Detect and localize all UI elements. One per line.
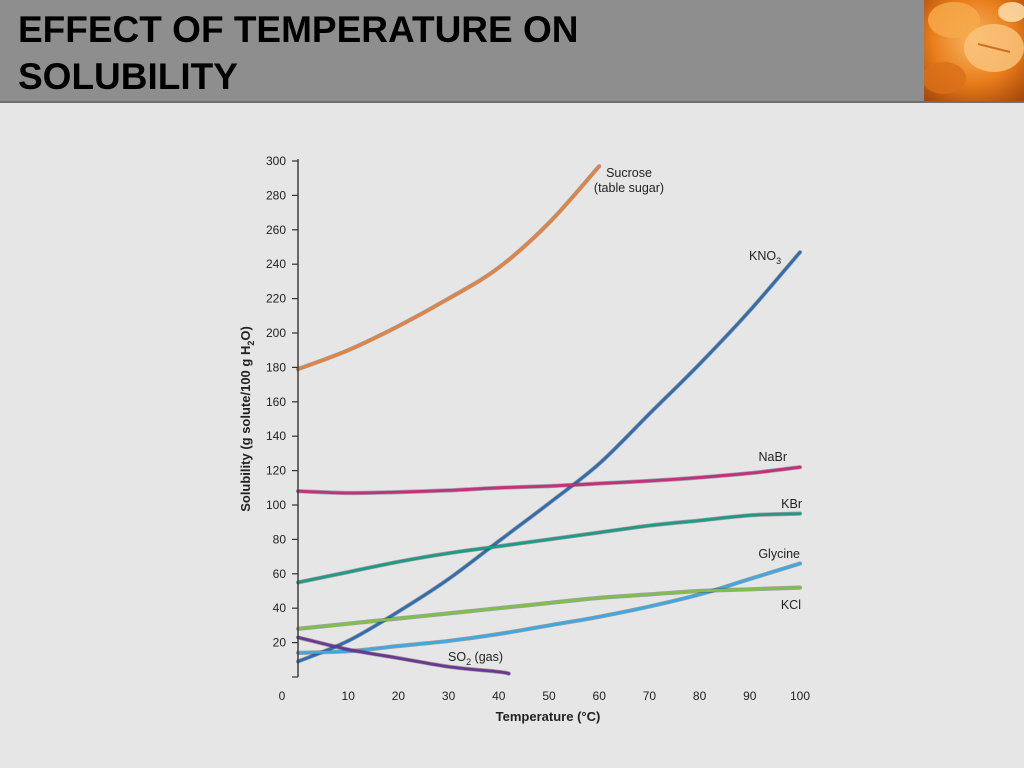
x-tick-label: 0	[279, 689, 286, 703]
x-ticks: 0 10 20 30 40 50 60 70 80 90 100	[279, 689, 811, 703]
x-tick-label: 30	[442, 689, 456, 703]
series-line-outline-glycine	[295, 561, 803, 655]
slide-title-line-1: EFFECT OF TEMPERATURE ON	[18, 9, 579, 50]
y-axis-title: Solubility (g solute/100 g H2O)	[238, 326, 256, 512]
plot-lines	[295, 164, 803, 676]
y-ticks: 20 40 60 80 100 120 140 160 180 200 220 240 260 280 30…	[266, 154, 298, 678]
series-line-kno3	[296, 250, 802, 663]
series-line-outline-kcl	[295, 585, 803, 631]
series-line-outline-kno3	[295, 250, 803, 664]
x-tick-label: 90	[743, 689, 757, 703]
series-label-kbr: KBr	[781, 497, 802, 511]
slide-title: EFFECT OF TEMPERATURE ON SOLUBILITY	[18, 6, 898, 100]
y-tick-label: 80	[273, 532, 287, 546]
y-tick-label: 280	[266, 188, 286, 202]
series-line-outline-sucrose-table-sugar	[295, 164, 602, 372]
series-labels: Sucrose (table sugar) KNO3 NaBr KBr Glycine KC…	[448, 166, 802, 667]
y-tick-label: 140	[266, 429, 286, 443]
x-tick-label: 10	[342, 689, 356, 703]
slide-title-line-2: SOLUBILITY	[18, 56, 238, 97]
x-tick-label: 80	[693, 689, 707, 703]
series-line-kbr	[296, 512, 802, 584]
series-label-glycine: Glycine	[758, 547, 800, 561]
y-tick-label: 180	[266, 360, 286, 374]
y-tick-label: 60	[273, 567, 287, 581]
series-label-nabr: NaBr	[759, 450, 787, 464]
y-tick-label: 200	[266, 326, 286, 340]
y-tick-label: 40	[273, 601, 287, 615]
y-tick-label: 260	[266, 223, 286, 237]
series-line-outline-kbr	[295, 511, 803, 585]
pills-decor-image	[924, 0, 1024, 101]
series-line-nabr	[296, 465, 802, 495]
y-tick-label: 160	[266, 395, 286, 409]
y-tick-label: 100	[266, 498, 286, 512]
series-label-kno3: KNO3	[749, 249, 781, 266]
x-tick-label: 20	[392, 689, 406, 703]
x-tick-label: 40	[492, 689, 506, 703]
y-tick-label: 120	[266, 464, 286, 478]
y-tick-label: 220	[266, 292, 286, 306]
series-line-so2-gas	[296, 636, 511, 675]
series-line-sucrose-table-sugar	[296, 164, 601, 371]
x-tick-label: 70	[643, 689, 657, 703]
series-line-glycine	[296, 562, 802, 655]
y-tick-label: 240	[266, 257, 286, 271]
y-tick-label: 20	[273, 636, 287, 650]
y-tick-label: 300	[266, 154, 286, 168]
series-line-kcl	[296, 586, 802, 631]
slide-header	[0, 0, 1024, 101]
x-tick-label: 50	[542, 689, 556, 703]
x-axis-title: Temperature (°C)	[496, 709, 601, 724]
series-label-so2-gas: SO2 (gas)	[448, 650, 503, 667]
header-divider	[0, 101, 1024, 103]
series-label-sucrose: Sucrose (table sugar)	[594, 166, 664, 195]
x-tick-label: 60	[593, 689, 607, 703]
x-tick-label: 100	[790, 689, 810, 703]
series-line-outline-nabr	[295, 465, 803, 496]
series-label-kcl: KCl	[781, 598, 801, 612]
